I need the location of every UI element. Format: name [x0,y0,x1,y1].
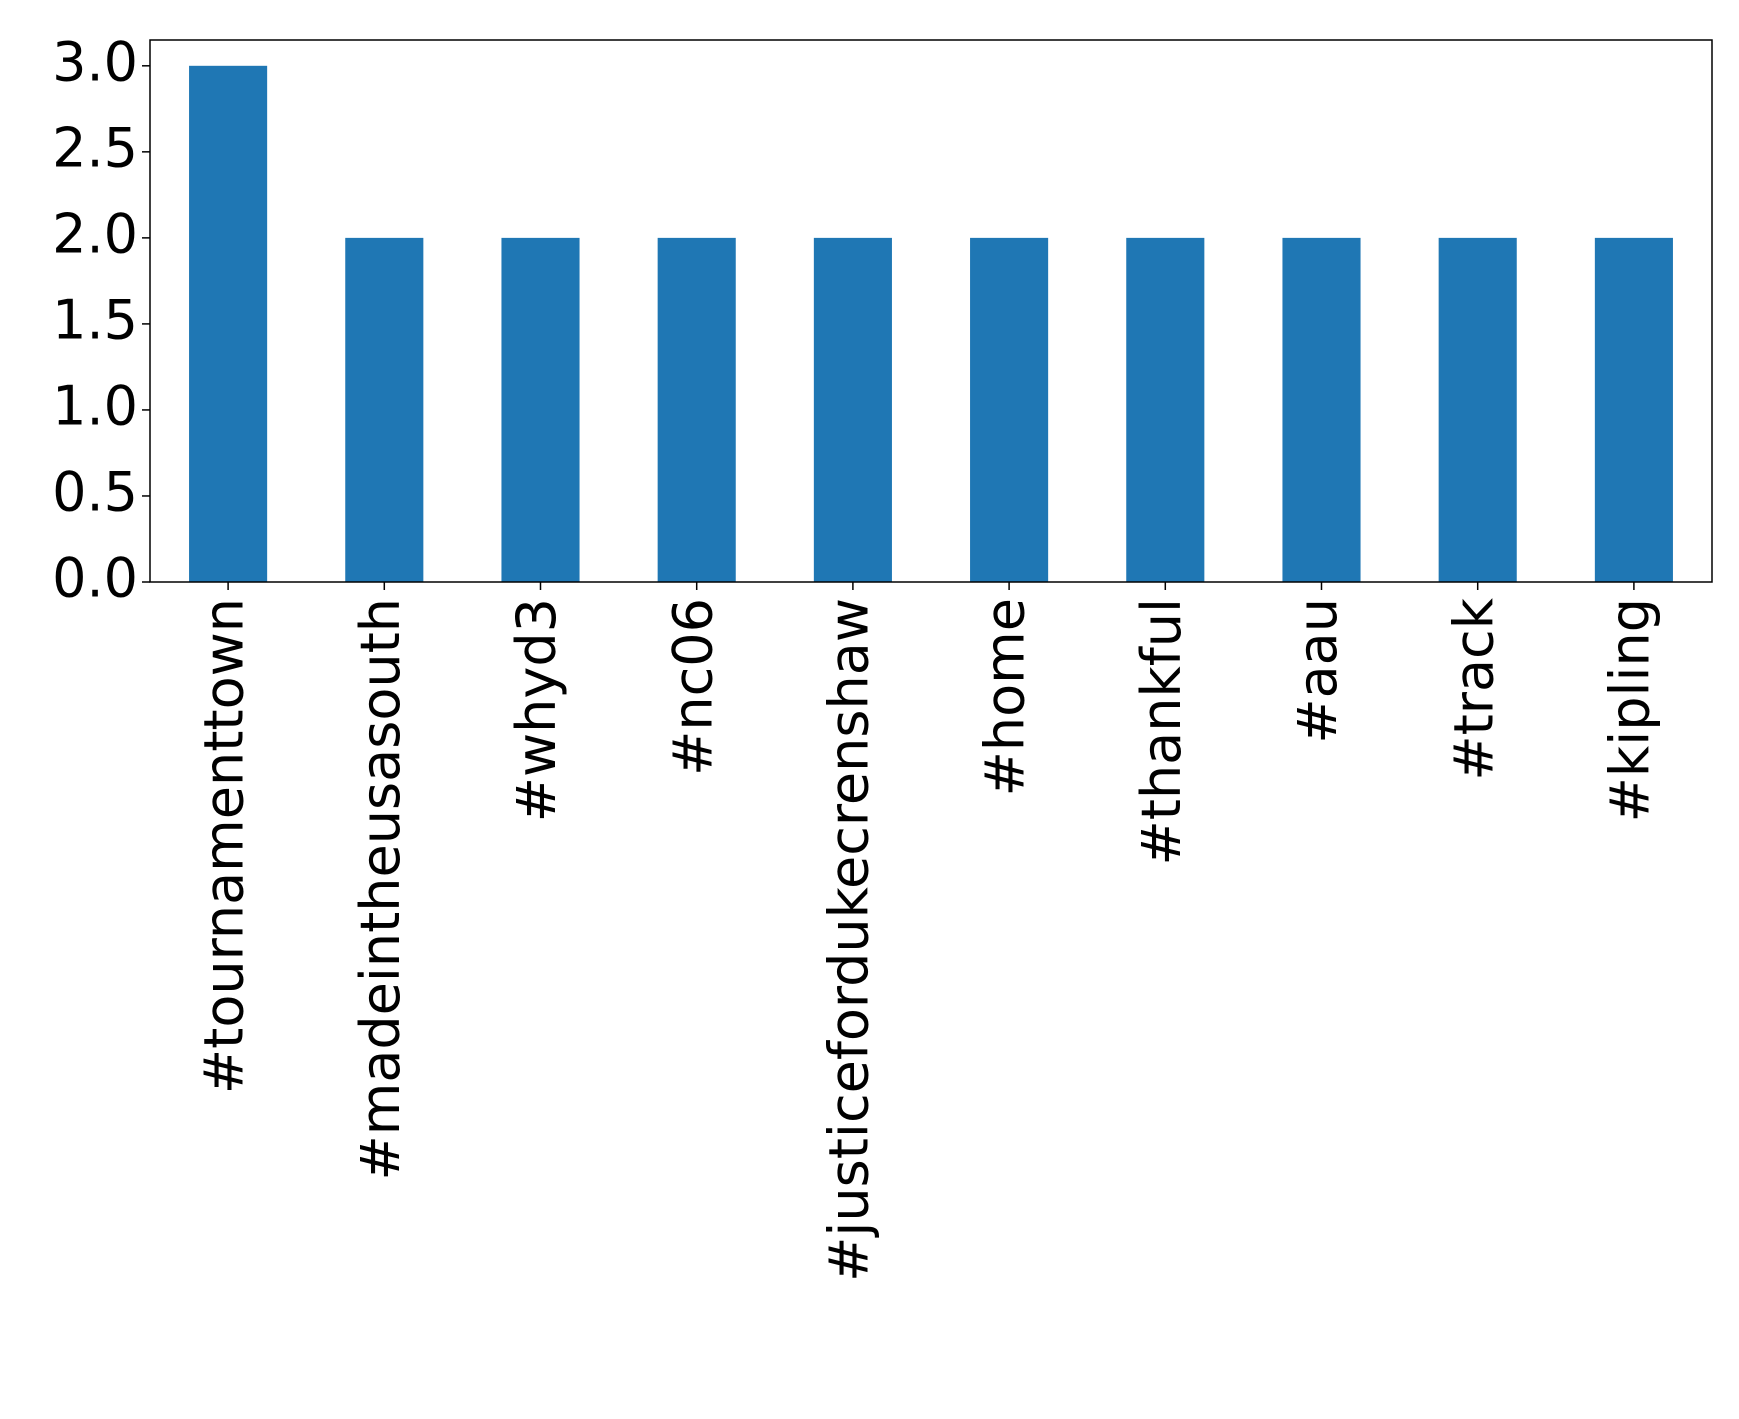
bar [970,237,1049,582]
x-tick-label: #tournamenttown [193,598,256,1094]
bar [813,237,892,582]
bar [345,237,424,582]
y-tick-label: 0.5 [52,461,138,524]
x-tick-label: #madeintheusasouth [349,598,412,1181]
bar [501,237,580,582]
y-tick-label: 2.0 [52,203,138,266]
bar [1282,237,1361,582]
y-tick-label: 2.5 [52,116,138,179]
x-tick-label: #track [1442,597,1505,780]
x-tick-label: #whyd3 [505,598,568,822]
y-tick-label: 3.0 [52,30,138,93]
plot-frame [149,39,1713,583]
bar [1126,237,1205,582]
bar [1594,237,1673,582]
bar [189,65,268,583]
x-tick-label: #thankful [1130,598,1193,865]
x-tick-label: #nc06 [661,598,724,776]
bar [1438,237,1517,582]
x-tick-label: #kipling [1599,598,1662,822]
bar [657,237,736,582]
x-tick-label: #aau [1286,598,1349,744]
y-tick-label: 0.0 [52,547,138,610]
x-tick-label: #justicefordukecrenshaw [818,598,881,1282]
x-tick-label: #home [974,598,1037,796]
y-tick-label: 1.0 [52,375,138,438]
y-tick-label: 1.5 [52,289,138,352]
